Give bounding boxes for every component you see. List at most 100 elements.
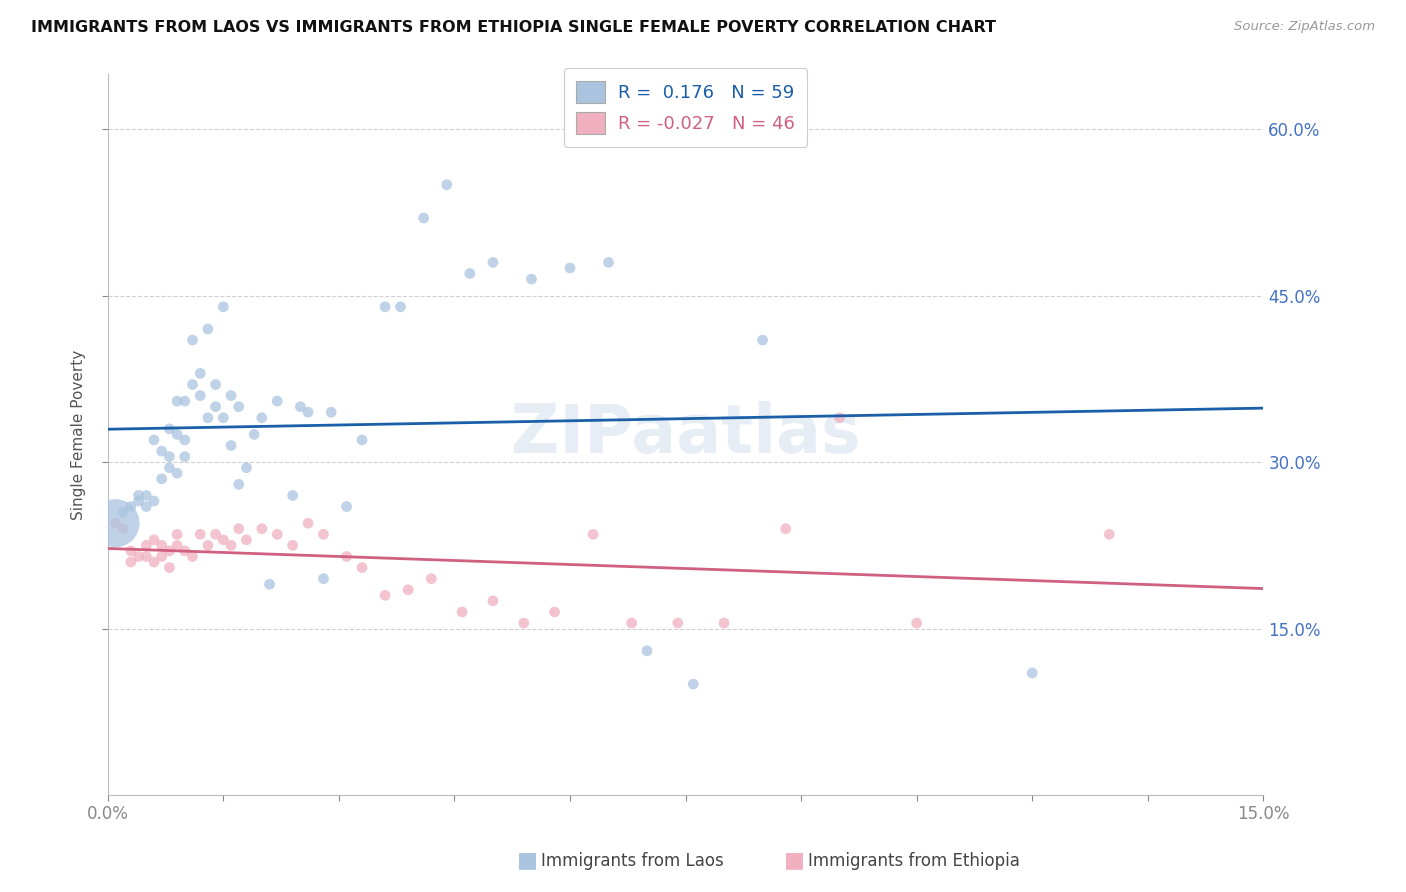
Point	[513, 615, 536, 630]
Point	[181, 377, 204, 392]
Legend: R =  0.176   N = 59, R = -0.027   N = 46: R = 0.176 N = 59, R = -0.027 N = 46	[564, 69, 807, 146]
Point	[219, 438, 242, 452]
Point	[228, 477, 250, 491]
Point	[250, 522, 273, 536]
Point	[197, 410, 219, 425]
Point	[120, 555, 142, 569]
Point	[297, 405, 319, 419]
Point	[204, 377, 226, 392]
Point	[636, 644, 658, 658]
Point	[436, 178, 458, 192]
Point	[412, 211, 434, 225]
Point	[143, 494, 166, 508]
Point	[751, 333, 773, 347]
Point	[543, 605, 565, 619]
Point	[181, 333, 204, 347]
Point	[235, 533, 257, 547]
Point	[135, 488, 157, 502]
Point	[157, 460, 180, 475]
Text: Source: ZipAtlas.com: Source: ZipAtlas.com	[1234, 20, 1375, 33]
Point	[188, 388, 211, 402]
Point	[197, 322, 219, 336]
Point	[166, 427, 188, 442]
Point	[104, 516, 127, 531]
Point	[297, 516, 319, 531]
Point	[128, 494, 150, 508]
Text: ■: ■	[517, 850, 537, 870]
Point	[451, 605, 474, 619]
Point	[620, 615, 643, 630]
Point	[389, 300, 412, 314]
Point	[520, 272, 543, 286]
Point	[166, 527, 188, 541]
Point	[396, 582, 419, 597]
Point	[905, 615, 928, 630]
Point	[143, 533, 166, 547]
Point	[828, 410, 851, 425]
Point	[173, 544, 195, 558]
Point	[312, 527, 335, 541]
Point	[228, 400, 250, 414]
Point	[212, 533, 235, 547]
Point	[458, 267, 481, 281]
Point	[374, 300, 396, 314]
Point	[312, 572, 335, 586]
Point	[219, 388, 242, 402]
Text: Immigrants from Ethiopia: Immigrants from Ethiopia	[808, 852, 1021, 870]
Point	[266, 394, 288, 409]
Point	[166, 538, 188, 552]
Point	[143, 555, 166, 569]
Point	[120, 544, 142, 558]
Point	[157, 422, 180, 436]
Point	[212, 410, 235, 425]
Point	[166, 467, 188, 481]
Point	[336, 549, 359, 564]
Point	[128, 488, 150, 502]
Point	[228, 522, 250, 536]
Point	[290, 400, 312, 414]
Point	[197, 538, 219, 552]
Point	[281, 538, 304, 552]
Point	[150, 472, 173, 486]
Point	[157, 544, 180, 558]
Point	[1021, 665, 1043, 680]
Text: ■: ■	[785, 850, 804, 870]
Point	[188, 367, 211, 381]
Point	[350, 433, 373, 447]
Y-axis label: Single Female Poverty: Single Female Poverty	[72, 350, 86, 519]
Point	[120, 500, 142, 514]
Point	[150, 549, 173, 564]
Point	[321, 405, 343, 419]
Point	[775, 522, 797, 536]
Point	[713, 615, 735, 630]
Text: IMMIGRANTS FROM LAOS VS IMMIGRANTS FROM ETHIOPIA SINGLE FEMALE POVERTY CORRELATI: IMMIGRANTS FROM LAOS VS IMMIGRANTS FROM …	[31, 20, 995, 35]
Point	[204, 400, 226, 414]
Point	[212, 300, 235, 314]
Point	[350, 560, 373, 574]
Point	[682, 677, 704, 691]
Point	[188, 527, 211, 541]
Text: ZIPaatlas: ZIPaatlas	[510, 401, 860, 467]
Point	[266, 527, 288, 541]
Point	[135, 549, 157, 564]
Point	[157, 560, 180, 574]
Point	[374, 588, 396, 602]
Point	[104, 516, 127, 531]
Point	[219, 538, 242, 552]
Point	[181, 549, 204, 564]
Point	[558, 260, 581, 275]
Point	[582, 527, 605, 541]
Point	[243, 427, 266, 442]
Point	[166, 394, 188, 409]
Point	[420, 572, 443, 586]
Point	[482, 255, 505, 269]
Point	[150, 538, 173, 552]
Point	[173, 450, 195, 464]
Point	[336, 500, 359, 514]
Point	[173, 394, 195, 409]
Point	[204, 527, 226, 541]
Point	[235, 460, 257, 475]
Point	[250, 410, 273, 425]
Point	[173, 433, 195, 447]
Point	[598, 255, 620, 269]
